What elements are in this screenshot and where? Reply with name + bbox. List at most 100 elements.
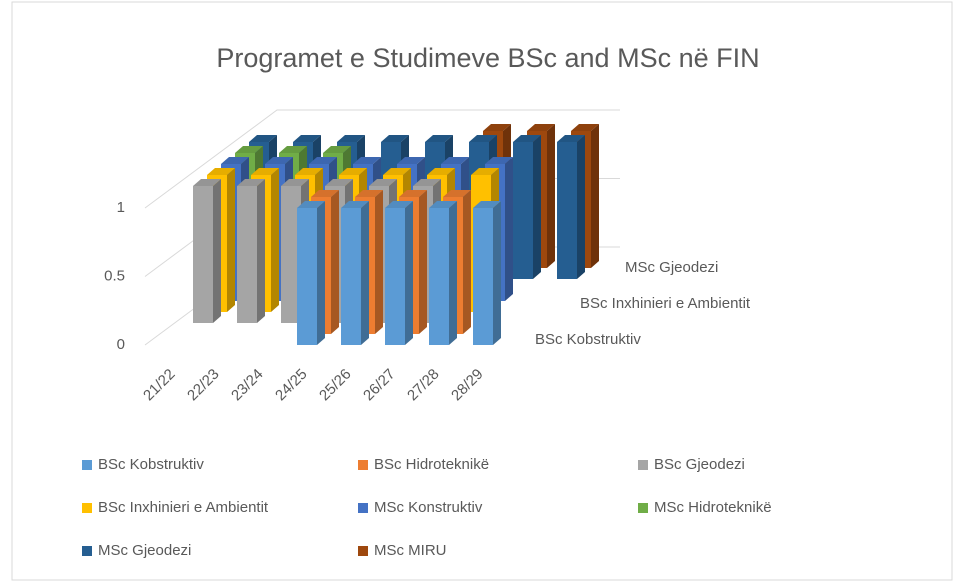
- bar-side: [449, 201, 457, 345]
- bar-side: [317, 201, 325, 345]
- bar-side: [227, 168, 235, 312]
- legend-swatch: [82, 546, 92, 556]
- bar-side: [271, 168, 279, 312]
- bar-top: [235, 146, 263, 153]
- bar-top: [473, 201, 501, 208]
- bar-top: [353, 157, 381, 164]
- bar-front: [429, 208, 449, 345]
- y-tick-label: 0.5: [104, 267, 125, 284]
- bar: [341, 201, 369, 345]
- legend-label: BSc Inxhinieri e Ambientit: [98, 499, 269, 516]
- bar-top: [309, 157, 337, 164]
- bar-top: [383, 168, 411, 175]
- legend-label: MSc Gjeodezi: [98, 542, 191, 559]
- bar: [193, 179, 221, 323]
- y-tick-label: 0: [117, 336, 125, 353]
- legend-label: BSc Gjeodezi: [654, 456, 745, 473]
- bar-top: [323, 146, 351, 153]
- bar: [429, 201, 457, 345]
- bar-side: [257, 179, 265, 323]
- depth-label: BSc Inxhinieri e Ambientit: [580, 295, 751, 312]
- legend-label: MSc MIRU: [374, 542, 447, 559]
- bar: [473, 201, 501, 345]
- bar-top: [557, 135, 585, 142]
- bar-top: [341, 201, 369, 208]
- bar-top: [193, 179, 221, 186]
- bar-top: [397, 157, 425, 164]
- bar-top: [485, 157, 513, 164]
- bar-front: [341, 208, 361, 345]
- bar-front: [237, 186, 257, 323]
- legend-label: BSc Hidroteknikë: [374, 456, 489, 473]
- bar-front: [473, 208, 493, 345]
- chart-title: Programet e Studimeve BSc and MSc në FIN: [216, 43, 759, 73]
- bar-top: [293, 135, 321, 142]
- bar-top: [251, 168, 279, 175]
- bar-side: [331, 190, 339, 334]
- legend-label: MSc Hidroteknikë: [654, 499, 772, 516]
- bar-top: [249, 135, 277, 142]
- legend-swatch: [358, 546, 368, 556]
- bar-top: [337, 135, 365, 142]
- bar-side: [533, 135, 541, 279]
- legend-label: MSc Konstruktiv: [374, 499, 483, 516]
- legend-swatch: [638, 503, 648, 513]
- bar-front: [297, 208, 317, 345]
- bar-front: [281, 186, 301, 323]
- legend-swatch: [638, 460, 648, 470]
- grid-line: [144, 109, 620, 209]
- bar-top: [207, 168, 235, 175]
- bar-side: [547, 124, 555, 268]
- bar-top: [295, 168, 323, 175]
- bar-top: [381, 135, 409, 142]
- bar-front: [557, 142, 577, 279]
- depth-label: BSc Kobstruktiv: [535, 331, 641, 348]
- bar-top: [297, 201, 325, 208]
- bar-top: [443, 190, 471, 197]
- bar-top: [429, 201, 457, 208]
- bar-front: [513, 142, 533, 279]
- bar-side: [577, 135, 585, 279]
- bar-side: [493, 201, 501, 345]
- bar-top: [513, 135, 541, 142]
- bar-front: [193, 186, 213, 323]
- legend-label: BSc Kobstruktiv: [98, 456, 204, 473]
- depth-label: MSc Gjeodezi: [625, 259, 718, 276]
- bar-top: [279, 146, 307, 153]
- bar-side: [505, 157, 513, 301]
- bar-side: [591, 124, 599, 268]
- bar: [385, 201, 413, 345]
- bar-top: [427, 168, 455, 175]
- bar-top: [441, 157, 469, 164]
- bar-top: [469, 135, 497, 142]
- bar: [513, 135, 541, 279]
- bar-top: [527, 124, 555, 131]
- bar-side: [419, 190, 427, 334]
- bar-top: [221, 157, 249, 164]
- bar-side: [405, 201, 413, 345]
- bar-side: [361, 201, 369, 345]
- legend-swatch: [82, 503, 92, 513]
- bar-side: [463, 190, 471, 334]
- bar-top: [339, 168, 367, 175]
- bar-top: [369, 179, 397, 186]
- bar-top: [265, 157, 293, 164]
- bar-top: [399, 190, 427, 197]
- bar-top: [355, 190, 383, 197]
- bar: [557, 135, 585, 279]
- bar-top: [311, 190, 339, 197]
- legend-swatch: [358, 460, 368, 470]
- bar: [237, 179, 265, 323]
- bar-top: [413, 179, 441, 186]
- legend-swatch: [82, 460, 92, 470]
- bar-top: [471, 168, 499, 175]
- bar-front: [385, 208, 405, 345]
- bar-top: [325, 179, 353, 186]
- bar-top: [281, 179, 309, 186]
- legend-swatch: [358, 503, 368, 513]
- bar-top: [237, 179, 265, 186]
- bar-top: [385, 201, 413, 208]
- y-tick-label: 1: [117, 199, 125, 216]
